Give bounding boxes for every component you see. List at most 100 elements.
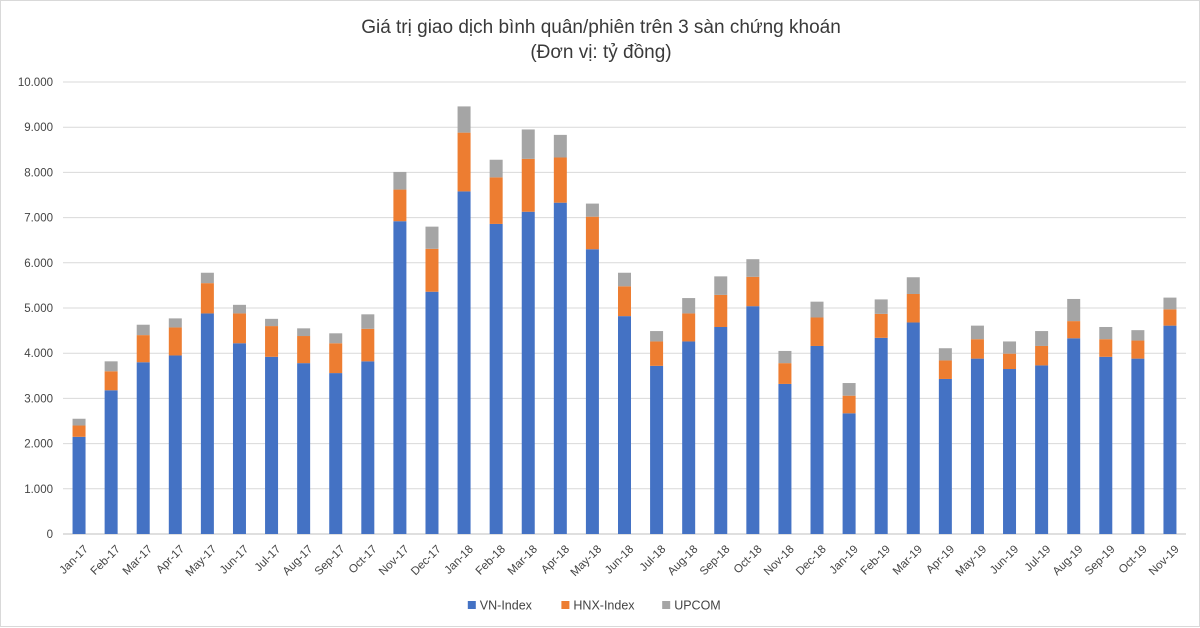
y-tick-label: 1.000 <box>24 484 53 496</box>
bar-vn-index <box>297 363 311 534</box>
bar-hnx-index <box>746 276 760 307</box>
y-tick-label: 3.000 <box>24 393 53 405</box>
bar-vn-index <box>714 326 728 534</box>
bar-upcom <box>457 106 471 133</box>
bar-vn-index <box>938 378 952 534</box>
x-tick-label: Jul-18 <box>638 543 669 574</box>
bar-hnx-index <box>1163 309 1177 326</box>
bar-upcom <box>778 350 792 364</box>
bar-vn-index <box>521 211 535 534</box>
bar-upcom <box>329 333 343 344</box>
bar-vn-index <box>200 313 214 534</box>
x-tick-label: May-19 <box>954 543 990 579</box>
bar-hnx-index <box>874 313 888 338</box>
bar-hnx-index <box>714 294 728 327</box>
bar-vn-index <box>778 383 792 534</box>
bar-upcom <box>1067 298 1081 322</box>
y-tick-label: 4.000 <box>24 348 53 360</box>
bar-upcom <box>136 324 150 336</box>
bar-vn-index <box>810 345 824 534</box>
x-tick-label: Mar-19 <box>891 543 925 577</box>
bar-upcom <box>970 325 984 340</box>
bar-hnx-index <box>425 248 439 292</box>
y-tick-label: 9.000 <box>24 122 53 134</box>
bar-upcom <box>361 314 375 329</box>
bar-hnx-index <box>104 371 118 391</box>
y-tick-label: 7.000 <box>24 213 53 225</box>
chart-subtitle: (Đơn vị: tỷ đồng) <box>530 42 672 63</box>
x-tick-label: Jul-19 <box>1023 543 1054 574</box>
bar-upcom <box>1035 331 1049 346</box>
bar-vn-index <box>553 202 567 534</box>
bar-vn-index <box>1131 358 1145 534</box>
bar-vn-index <box>746 306 760 534</box>
legend-label: VN-Index <box>480 599 533 613</box>
bar-vn-index <box>1067 338 1081 534</box>
bar-vn-index <box>265 356 279 534</box>
bar-hnx-index <box>842 395 856 414</box>
bar-hnx-index <box>810 317 824 346</box>
x-tick-label: Feb-19 <box>859 543 893 577</box>
bar-upcom <box>425 226 439 249</box>
x-tick-label: Jun-18 <box>603 543 636 576</box>
bar-vn-index <box>457 191 471 534</box>
bar-hnx-index <box>906 293 920 323</box>
bar-vn-index <box>618 316 631 534</box>
x-tick-label: Oct-19 <box>1117 543 1150 576</box>
bar-hnx-index <box>136 335 150 363</box>
bar-upcom <box>810 301 824 318</box>
bar-vn-index <box>1035 365 1049 534</box>
x-tick-label: Sep-17 <box>313 543 348 578</box>
x-tick-label: Apr-18 <box>539 543 572 576</box>
bar-vn-index <box>136 362 150 534</box>
bar-vn-index <box>650 365 664 534</box>
bar-vn-index <box>72 436 86 534</box>
x-tick-label: Sep-19 <box>1083 543 1118 578</box>
y-tick-label: 5.000 <box>24 303 53 315</box>
bar-vn-index <box>1003 369 1017 534</box>
bar-hnx-index <box>361 328 375 362</box>
bar-vn-index <box>489 223 503 535</box>
legend-swatch <box>561 601 570 609</box>
bar-hnx-index <box>650 341 664 366</box>
bar-upcom <box>618 272 631 287</box>
bar-hnx-index <box>970 339 984 359</box>
x-tick-label: May-18 <box>569 543 605 579</box>
chart-title: Giá trị giao dịch bình quân/phiên trên 3… <box>361 17 841 38</box>
bar-vn-index <box>329 373 343 534</box>
bar-hnx-index <box>1067 321 1081 339</box>
bar-upcom <box>200 272 214 284</box>
bar-vn-index <box>970 358 984 534</box>
bar-upcom <box>585 203 599 217</box>
bar-upcom <box>168 318 182 328</box>
x-tick-label: Aug-18 <box>666 543 701 578</box>
bar-upcom <box>553 134 567 158</box>
x-tick-label: Jun-17 <box>218 543 251 576</box>
bar-hnx-index <box>489 177 503 224</box>
x-tick-label: Mar-17 <box>121 543 155 577</box>
bar-upcom <box>906 277 920 294</box>
x-tick-label: Aug-19 <box>1051 543 1086 578</box>
bar-vn-index <box>1099 356 1113 534</box>
bar-hnx-index <box>297 336 311 364</box>
bar-upcom <box>746 259 760 277</box>
bar-upcom <box>104 361 118 372</box>
bar-upcom <box>1131 330 1145 341</box>
bar-upcom <box>682 298 696 314</box>
bar-vn-index <box>1163 325 1177 534</box>
bar-upcom <box>265 318 279 327</box>
x-tick-label: Apr-19 <box>924 543 957 576</box>
legend-swatch <box>662 601 671 609</box>
legend-swatch <box>467 601 476 609</box>
y-tick-label: 0 <box>47 529 53 541</box>
x-tick-label: Jan-18 <box>443 543 476 576</box>
y-tick-label: 2.000 <box>24 439 53 451</box>
x-tick-label: Jan-17 <box>58 543 91 576</box>
y-tick-label: 8.000 <box>24 167 53 179</box>
bar-hnx-index <box>1099 339 1113 357</box>
bar-hnx-index <box>168 327 182 356</box>
x-tick-label: Oct-17 <box>347 543 380 576</box>
bar-upcom <box>72 418 86 426</box>
bar-vn-index <box>842 413 856 534</box>
bar-upcom <box>297 328 311 337</box>
